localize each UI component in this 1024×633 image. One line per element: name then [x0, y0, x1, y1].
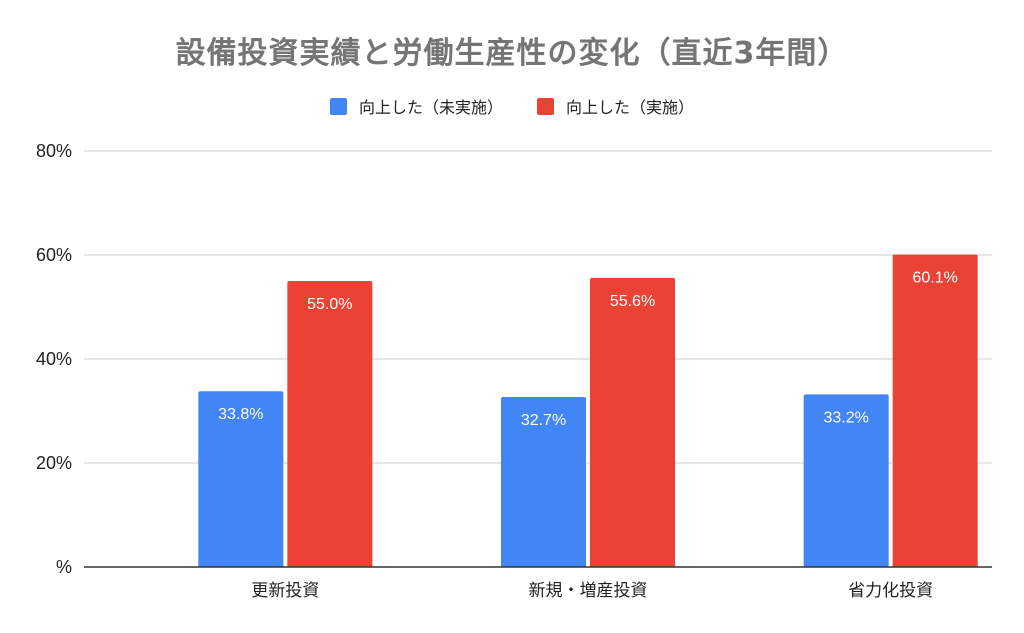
- chart-title: 設備投資実績と労働生産性の変化（直近3年間）: [175, 36, 849, 71]
- bar-not-implemented: [198, 391, 284, 567]
- bar-layer: 33.8% 55.0% 32.7% 55.6% 33.2% 60.1%: [198, 254, 978, 568]
- data-label: 33.2%: [823, 409, 868, 426]
- data-label: 55.0%: [307, 296, 352, 313]
- data-label: 32.7%: [521, 412, 566, 429]
- data-label: 33.8%: [218, 406, 263, 423]
- legend-item-implemented: 向上した（実施）: [537, 94, 694, 118]
- legend-item-not-implemented: 向上した（未実施）: [329, 94, 503, 118]
- bar-implemented: [590, 277, 675, 567]
- y-tick-label: 60%: [36, 245, 72, 265]
- bar-not-implemented: [501, 396, 586, 567]
- legend-swatch-blue: [329, 97, 347, 115]
- x-category-label: 新規・増産投資: [529, 581, 648, 601]
- axis-layer: % 20% 40% 60% 80% 更新投資 新規・増産投資 省力化投資: [36, 141, 992, 601]
- bar-implemented: [287, 281, 373, 567]
- y-tick-label: %: [56, 557, 72, 577]
- x-category-label: 省力化投資: [848, 581, 933, 601]
- legend-label-implemented: 向上した（実施）: [566, 98, 695, 117]
- bar-implemented: [892, 254, 978, 568]
- legend-swatch-red: [537, 97, 554, 115]
- legend-label-not-implemented: 向上した（未実施）: [358, 98, 503, 117]
- data-label: 55.6%: [610, 293, 655, 310]
- x-category-label: 更新投資: [251, 581, 319, 601]
- y-tick-label: 80%: [36, 141, 72, 161]
- y-tick-label: 20%: [36, 453, 72, 473]
- bar-not-implemented: [803, 394, 889, 567]
- legend: 向上した（未実施） 向上した（実施）: [0, 94, 1024, 118]
- y-tick-label: 40%: [36, 349, 72, 369]
- data-label: 60.1%: [912, 269, 957, 286]
